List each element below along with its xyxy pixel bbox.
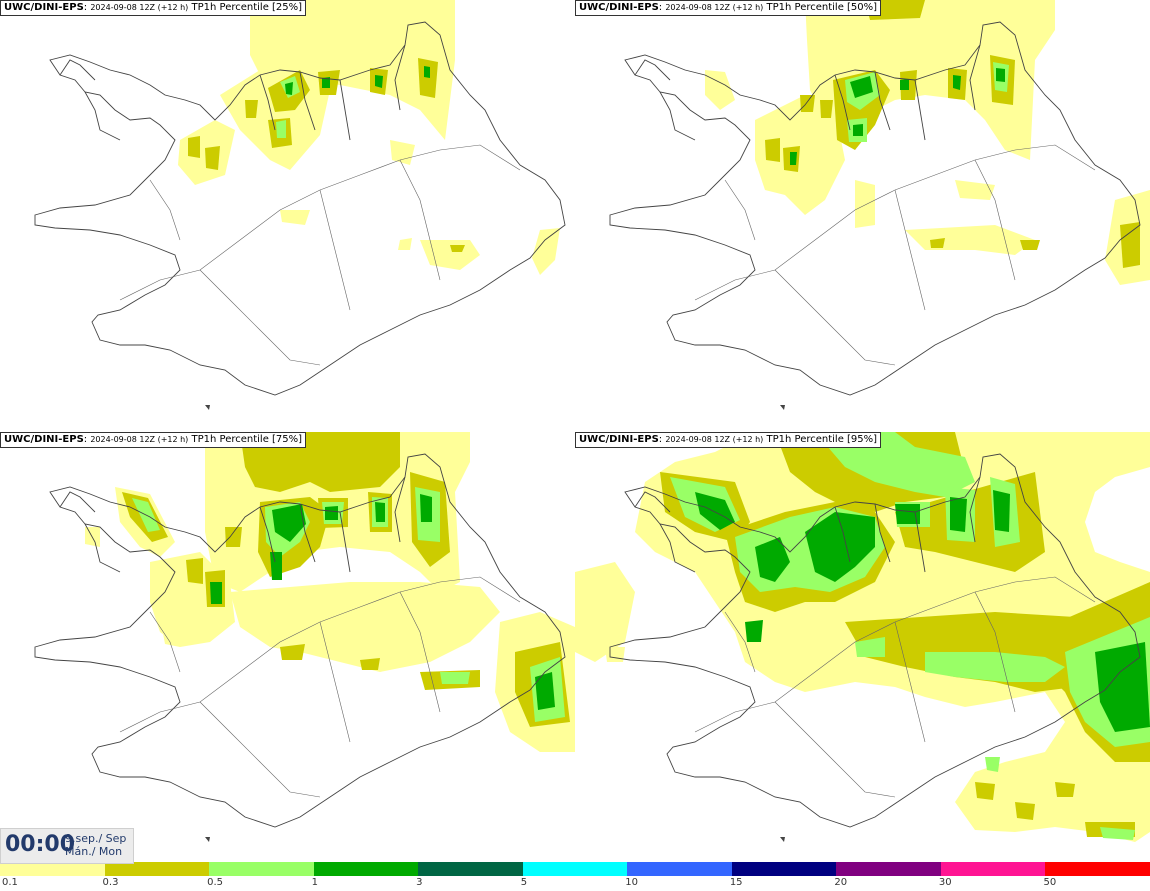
panel-title: UWC/DINI-EPS: 2024-09-08 12Z (+12 h) TP1…	[575, 432, 882, 448]
coastline	[34, 21, 566, 396]
color-scale-label: 10	[625, 877, 638, 888]
run-info: 2024-09-08 12Z (+12 h)	[665, 435, 764, 444]
map-panel-p75: UWC/DINI-EPS: 2024-09-08 12Z (+12 h) TP1…	[0, 432, 575, 862]
roads	[694, 144, 1096, 366]
model-name: UWC/DINI-EPS	[4, 2, 84, 13]
coastline	[609, 453, 1141, 828]
panel-title: UWC/DINI-EPS: 2024-09-08 12Z (+12 h) TP1…	[575, 0, 882, 16]
color-scale-segment	[418, 862, 523, 876]
color-scale-segment	[1045, 862, 1150, 876]
percentile-label: TP1h Percentile [25%]	[191, 2, 303, 13]
coastline	[34, 453, 566, 828]
roads	[694, 576, 1096, 798]
color-scale-labels: 0.1 0.3 0.5 1 3 5 10 15 20 30 50	[0, 877, 1150, 891]
precip-map	[34, 0, 566, 410]
map-panel-p25: UWC/DINI-EPS: 2024-09-08 12Z (+12 h) TP1…	[0, 0, 575, 430]
color-scale-segment	[836, 862, 941, 876]
map-panel-p95: UWC/DINI-EPS: 2024-09-08 12Z (+12 h) TP1…	[575, 432, 1150, 862]
percentile-label: TP1h Percentile [75%]	[191, 434, 303, 445]
color-scale-segment	[313, 862, 419, 876]
color-scale-segment	[522, 862, 628, 876]
precip-field	[575, 432, 1150, 842]
color-scale-label: 5	[520, 877, 528, 888]
panel-title: UWC/DINI-EPS: 2024-09-08 12Z (+12 h) TP1…	[0, 0, 307, 16]
color-scale-label: 0.5	[207, 877, 223, 888]
color-scale-label: 0.1	[2, 877, 18, 888]
run-info: 2024-09-08 12Z (+12 h)	[90, 435, 189, 444]
roads	[119, 576, 521, 798]
percentile-label: TP1h Percentile [95%]	[766, 434, 878, 445]
color-scale-label: 50	[1043, 877, 1057, 888]
map-panel-p50: UWC/DINI-EPS: 2024-09-08 12Z (+12 h) TP1…	[575, 0, 1150, 430]
color-scale-label: 15	[729, 877, 743, 888]
run-info: 2024-09-08 12Z (+12 h)	[90, 3, 189, 12]
color-scale-label: 0.3	[102, 877, 119, 888]
precip-field	[705, 0, 1150, 285]
run-info: 2024-09-08 12Z (+12 h)	[665, 3, 764, 12]
precip-map	[575, 432, 1150, 842]
color-scale-segment	[627, 862, 732, 876]
color-scale-segment	[731, 862, 837, 876]
valid-time: 00:00	[5, 832, 76, 857]
color-scale-segment	[0, 862, 105, 876]
color-scale-bar	[0, 862, 1150, 876]
valid-date: 9.sep./ Sep Mán./ Mon	[65, 832, 126, 858]
model-name: UWC/DINI-EPS	[579, 2, 659, 13]
precip-field	[178, 0, 560, 275]
color-scale-segment	[209, 862, 314, 876]
color-scale-label: 3	[416, 877, 423, 888]
coastline	[609, 21, 1141, 396]
precip-map	[34, 432, 575, 842]
valid-time-box: 00:00 9.sep./ Sep Mán./ Mon	[0, 828, 134, 864]
color-scale-segment	[104, 862, 210, 876]
color-scale-segment	[940, 862, 1046, 876]
weekday-line: Mán./ Mon	[65, 845, 123, 858]
color-scale-label: 30	[938, 877, 952, 888]
roads	[119, 144, 521, 366]
color-scale-label: 20	[834, 877, 848, 888]
panel-title: UWC/DINI-EPS: 2024-09-08 12Z (+12 h) TP1…	[0, 432, 307, 448]
precip-map	[609, 0, 1150, 410]
model-name: UWC/DINI-EPS	[579, 434, 659, 445]
precip-field	[85, 432, 575, 752]
model-name: UWC/DINI-EPS	[4, 434, 84, 445]
percentile-label: TP1h Percentile [50%]	[766, 2, 878, 13]
date-line: 9.sep./ Sep	[65, 832, 127, 845]
color-scale-label: 1	[311, 877, 318, 888]
